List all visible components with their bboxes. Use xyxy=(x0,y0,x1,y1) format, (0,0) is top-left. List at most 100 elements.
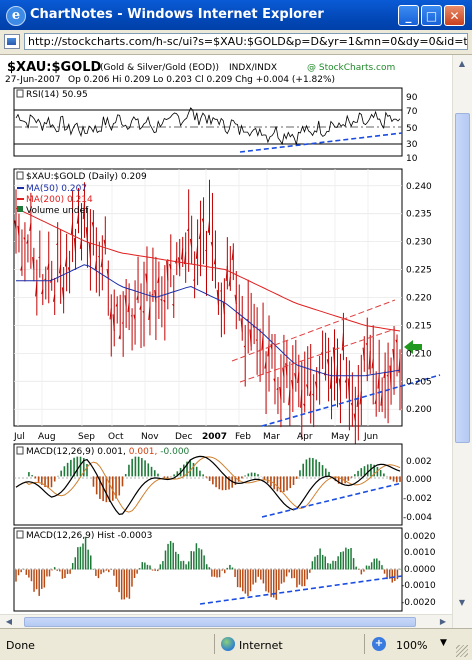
macd-signal-value: 0.001, xyxy=(129,447,158,457)
macd-tick-3: -0.002 xyxy=(403,494,432,504)
price-bar-tick xyxy=(189,238,193,248)
price-bar-tick xyxy=(157,277,160,284)
maximize-button[interactable]: □ xyxy=(421,5,442,26)
price-bar-tick xyxy=(76,213,80,224)
price-bar-tick xyxy=(389,365,392,388)
price-bar-tick xyxy=(216,289,219,305)
chart-symbol: $XAU:$GOLD xyxy=(7,60,102,75)
resize-grip[interactable] xyxy=(456,645,468,657)
price-tick: 0.215 xyxy=(406,321,432,331)
price-bar-tick xyxy=(61,287,65,300)
price-bar-tick xyxy=(47,263,50,270)
price-bar-tick xyxy=(106,268,109,278)
status-text: Done xyxy=(6,639,35,652)
price-bar-tick xyxy=(231,249,234,261)
hist-tick-5: -0.0020 xyxy=(401,598,436,608)
price-bar-tick xyxy=(222,301,225,315)
scroll-right-icon[interactable]: ▶ xyxy=(439,617,447,626)
price-bar-tick xyxy=(118,334,121,339)
scroll-left-icon[interactable]: ◀ xyxy=(5,617,13,626)
macd-tick-4: -0.004 xyxy=(403,513,432,523)
price-bar-tick xyxy=(309,390,312,397)
price-bar-tick xyxy=(32,257,35,270)
hist-label: MACD(12,26,9) Hist -0.0003 xyxy=(26,531,152,541)
price-bar-tick xyxy=(341,333,344,351)
macd-trendline xyxy=(261,482,403,518)
zoom-level[interactable]: 100% xyxy=(396,639,428,652)
price-bar-tick xyxy=(362,347,365,361)
vertical-scrollbar[interactable]: ▲ ▼ xyxy=(452,55,472,628)
price-bar-tick xyxy=(273,378,276,382)
macd-signal-line xyxy=(15,456,401,513)
price-bar-tick xyxy=(240,318,243,332)
ma50-legend: MA(50) 0.207 xyxy=(26,184,87,194)
month-label: Oct xyxy=(108,432,124,442)
price-bar-tick xyxy=(338,378,341,392)
rsi-toggle[interactable] xyxy=(16,89,24,98)
close-button[interactable]: ✕ xyxy=(444,5,465,26)
scroll-up-icon[interactable]: ▲ xyxy=(458,59,466,68)
price-bar-tick xyxy=(386,375,389,377)
price-toggle[interactable] xyxy=(16,171,24,180)
security-zone[interactable]: Internet xyxy=(239,639,283,652)
price-bar-tick xyxy=(166,260,169,281)
zoom-dropdown-icon[interactable]: ▼ xyxy=(440,638,447,648)
macd-toggle[interactable] xyxy=(16,446,24,455)
ma200-legend: MA(200) 0.214 xyxy=(26,195,93,205)
price-bar-tick xyxy=(82,201,85,220)
hist-tick-3: 0.0000 xyxy=(404,565,436,575)
price-bar-tick xyxy=(187,228,190,232)
horizontal-scroll-thumb[interactable] xyxy=(24,617,416,627)
price-bar-tick xyxy=(303,403,306,407)
price-bar-tick xyxy=(193,278,195,281)
price-bar-tick xyxy=(392,348,395,363)
price-bar-tick xyxy=(91,222,94,228)
hist-tick-2: 0.0010 xyxy=(404,548,436,558)
chart-quote: Op 0.206 Hi 0.209 Lo 0.203 Cl 0.209 Chg … xyxy=(68,75,335,85)
price-bar-tick xyxy=(183,252,187,265)
internet-zone-icon xyxy=(221,637,235,651)
hist-panel: MACD(12,26,9) Hist -0.0003 0.0020 0.0010… xyxy=(13,527,436,612)
url-field[interactable]: http://stockcharts.com/h-sc/ui?s=$XAU:$G… xyxy=(24,33,468,50)
rsi-tick-50: 50 xyxy=(406,124,418,134)
month-label: Mar xyxy=(263,432,280,442)
hist-toggle[interactable] xyxy=(16,530,24,539)
price-bar-tick xyxy=(172,303,175,307)
scroll-down-icon[interactable]: ▼ xyxy=(458,598,466,607)
price-bar-tick xyxy=(368,351,371,370)
vertical-scroll-thumb[interactable] xyxy=(455,113,470,443)
price-bar-tick xyxy=(383,369,386,379)
price-tick: 0.225 xyxy=(406,266,432,276)
stockcharts-brand: @ StockCharts.com xyxy=(307,63,395,73)
price-bar-tick xyxy=(26,239,29,244)
price-bar-tick xyxy=(270,344,273,350)
price-bar-tick xyxy=(148,306,151,321)
macd-label: MACD(12,26,9) 0.001, 0.001, -0.000 xyxy=(26,447,190,457)
hist-bars xyxy=(15,536,401,600)
price-panel: $XAU:$GOLD (Daily) 0.209 MA(50) 0.207 MA… xyxy=(13,168,441,448)
price-bar-tick xyxy=(94,261,97,271)
volume-swatch xyxy=(17,206,23,212)
price-bar-tick xyxy=(347,378,350,400)
price-bars xyxy=(14,179,401,448)
hist-tick-4: -0.0010 xyxy=(401,581,436,591)
price-bar-tick xyxy=(175,258,178,264)
month-label: Apr xyxy=(297,432,313,442)
price-bar-tick xyxy=(133,314,136,320)
horizontal-scrollbar[interactable]: ◀ ▶ xyxy=(0,614,452,628)
price-bar-tick xyxy=(225,265,228,282)
price-bar-tick xyxy=(124,295,127,307)
price-bar-tick xyxy=(29,223,32,231)
price-bar-tick xyxy=(279,386,282,400)
zoom-icon[interactable]: + xyxy=(372,637,386,651)
chart-name: (Gold & Silver/Gold (EOD)) xyxy=(100,63,219,73)
price-tick: 0.230 xyxy=(406,238,432,248)
month-label: Nov xyxy=(141,432,159,442)
price-bar-tick xyxy=(139,305,142,310)
price-bar-tick xyxy=(326,359,330,366)
rsi-label: RSI(14) 50.95 xyxy=(26,90,88,100)
price-tick: 0.200 xyxy=(406,405,432,415)
minimize-button[interactable]: _ xyxy=(398,5,419,26)
month-label: 2007 xyxy=(202,432,227,442)
hist-trendline xyxy=(199,575,403,605)
